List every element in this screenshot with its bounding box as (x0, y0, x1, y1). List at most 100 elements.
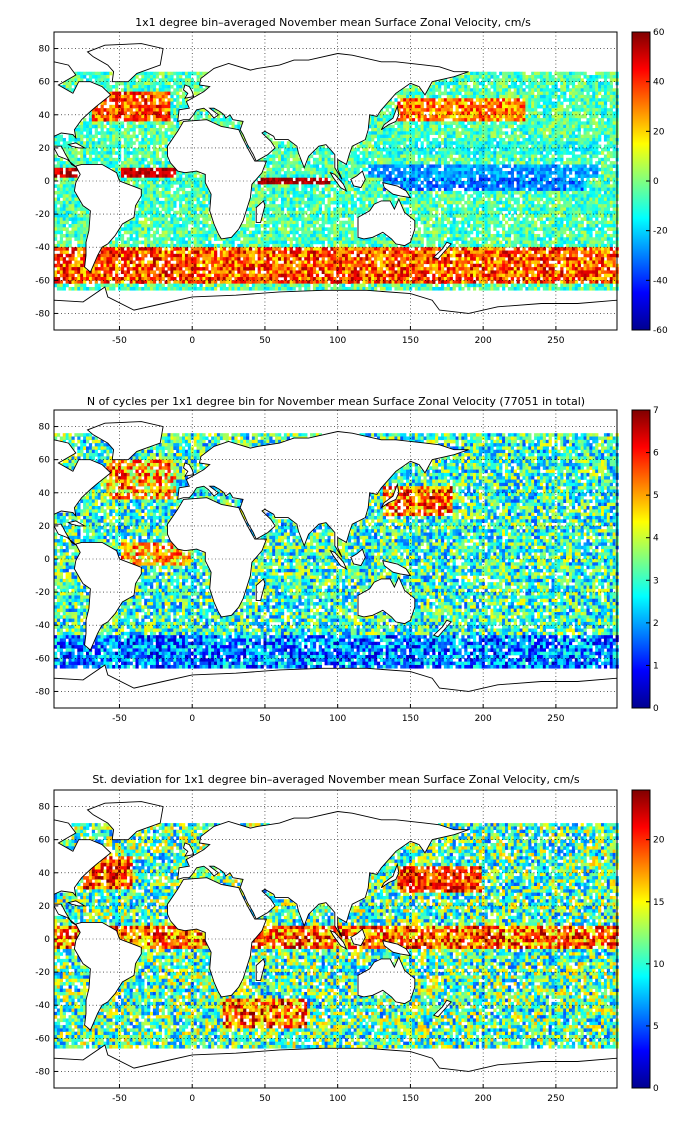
heatmap-cell (420, 200, 424, 205)
heatmap-cell (385, 167, 389, 172)
heatmap-cell (382, 118, 386, 122)
heatmap-cell (586, 94, 590, 99)
heatmap-cell (504, 147, 509, 152)
heatmap-cell (286, 204, 290, 208)
heatmap-cell (603, 104, 608, 109)
heatmap-cell (187, 171, 192, 175)
heatmap-cell (126, 104, 130, 109)
heatmap-cell (586, 157, 590, 162)
heatmap-cell (475, 194, 480, 198)
heatmap-cell (141, 84, 145, 89)
heatmap-cell (429, 94, 433, 99)
heatmap-cell (394, 164, 398, 169)
heatmap-cell (603, 204, 608, 208)
heatmap-cell (455, 190, 459, 195)
heatmap-cell (167, 164, 171, 169)
heatmap-cell (59, 174, 64, 178)
heatmap-cell (184, 78, 189, 82)
heatmap-cell (493, 75, 497, 79)
heatmap-cell (155, 121, 160, 126)
heatmap-cell (516, 101, 520, 106)
heatmap-cell (126, 157, 130, 162)
heatmap-cell (330, 161, 334, 165)
heatmap-cell (574, 137, 579, 142)
heatmap-cell (120, 161, 125, 165)
heatmap-cell (347, 161, 352, 165)
heatmap-cell (100, 128, 104, 132)
heatmap-cell (147, 200, 151, 205)
heatmap-cell (577, 154, 581, 159)
heatmap-cell (566, 147, 570, 152)
heatmap-cell (155, 118, 160, 122)
heatmap-cell (391, 181, 395, 185)
heatmap-cell (493, 164, 497, 169)
heatmap-cell (263, 194, 267, 198)
heatmap-cell (435, 124, 439, 129)
heatmap-cell (161, 154, 165, 159)
heatmap-cell (528, 108, 532, 112)
heatmap-cell (100, 134, 104, 139)
heatmap-cell (525, 161, 529, 165)
heatmap-cell (115, 84, 119, 89)
heatmap-cell (513, 137, 517, 142)
heatmap-cell (461, 151, 465, 155)
heatmap-cell (403, 174, 407, 178)
heatmap-cell (478, 204, 483, 208)
heatmap-cell (141, 144, 145, 149)
heatmap-cell (150, 174, 154, 178)
heatmap-cell (490, 164, 494, 169)
heatmap-cell (502, 164, 506, 169)
heatmap-cell (458, 75, 462, 79)
heatmap-cell (164, 81, 168, 86)
heatmap-cell (446, 200, 450, 205)
heatmap-cell (147, 75, 151, 79)
heatmap-cell (601, 84, 605, 89)
heatmap-cell (438, 98, 442, 102)
heatmap-cell (461, 194, 465, 198)
heatmap-cell (161, 164, 165, 169)
heatmap-cell (173, 108, 177, 112)
heatmap-cell (443, 121, 448, 126)
heatmap-cell (571, 181, 576, 185)
heatmap-cell (71, 190, 75, 195)
heatmap-cell (583, 141, 587, 145)
heatmap-cell (487, 101, 491, 106)
heatmap-cell (132, 181, 136, 185)
heatmap-cell (65, 81, 69, 86)
heatmap-cell (461, 111, 465, 116)
heatmap-cell (484, 88, 488, 92)
heatmap-cell (353, 204, 357, 208)
heatmap-cell (248, 207, 253, 212)
heatmap-cell (583, 197, 587, 202)
heatmap-cell (71, 204, 75, 208)
heatmap-cell (289, 151, 293, 155)
heatmap-cell (510, 141, 515, 145)
heatmap-cell (461, 141, 465, 145)
heatmap-cell (507, 94, 512, 99)
heatmap-cell (318, 161, 322, 165)
heatmap-cell (266, 157, 270, 162)
heatmap-cell (551, 141, 555, 145)
heatmap-cell (475, 190, 480, 195)
heatmap-cell (167, 197, 171, 202)
heatmap-cell (138, 114, 142, 119)
heatmap-cell (487, 124, 491, 129)
heatmap-cell (371, 194, 375, 198)
heatmap-cell (464, 200, 468, 205)
heatmap-cell (257, 194, 261, 198)
heatmap-cell (592, 101, 596, 106)
heatmap-cell (56, 194, 61, 198)
heatmap-cell (490, 84, 494, 89)
heatmap-cell (94, 154, 98, 159)
heatmap-cell (295, 194, 299, 198)
heatmap-cell (574, 157, 579, 162)
heatmap-cell (400, 200, 404, 205)
heatmap-cell (120, 88, 125, 92)
heatmap-cell (420, 104, 424, 109)
heatmap-cell (374, 187, 378, 192)
heatmap-cell (577, 197, 581, 202)
heatmap-cell (80, 124, 84, 129)
heatmap-cell (560, 207, 564, 212)
heatmap-cell (598, 108, 602, 112)
heatmap-cell (516, 190, 520, 195)
